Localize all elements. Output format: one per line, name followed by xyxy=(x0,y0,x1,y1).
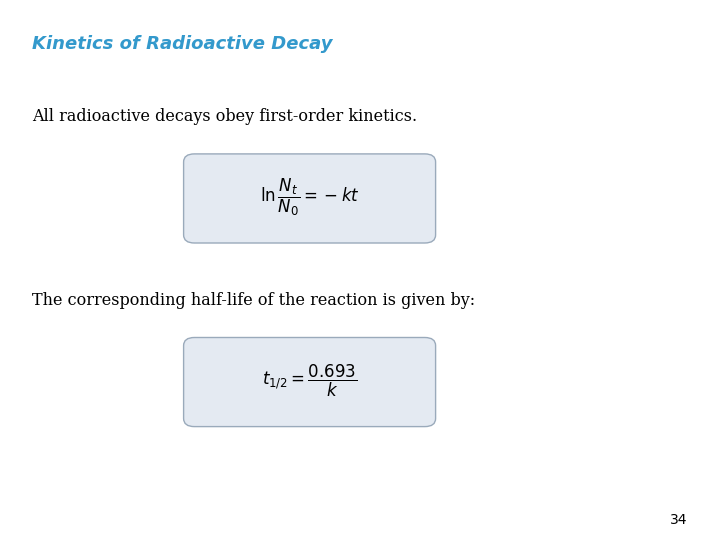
Text: $t_{1/2} = \dfrac{0.693}{k}$: $t_{1/2} = \dfrac{0.693}{k}$ xyxy=(262,362,357,399)
Text: 34: 34 xyxy=(670,512,688,526)
Text: $\ln\dfrac{N_t}{N_0} = -kt$: $\ln\dfrac{N_t}{N_0} = -kt$ xyxy=(260,177,359,218)
Text: The corresponding half-life of the reaction is given by:: The corresponding half-life of the react… xyxy=(32,292,475,308)
FancyBboxPatch shape xyxy=(184,154,436,243)
Text: Kinetics of Radioactive Decay: Kinetics of Radioactive Decay xyxy=(32,35,333,53)
FancyBboxPatch shape xyxy=(184,338,436,427)
Text: All radioactive decays obey first-order kinetics.: All radioactive decays obey first-order … xyxy=(32,108,418,125)
